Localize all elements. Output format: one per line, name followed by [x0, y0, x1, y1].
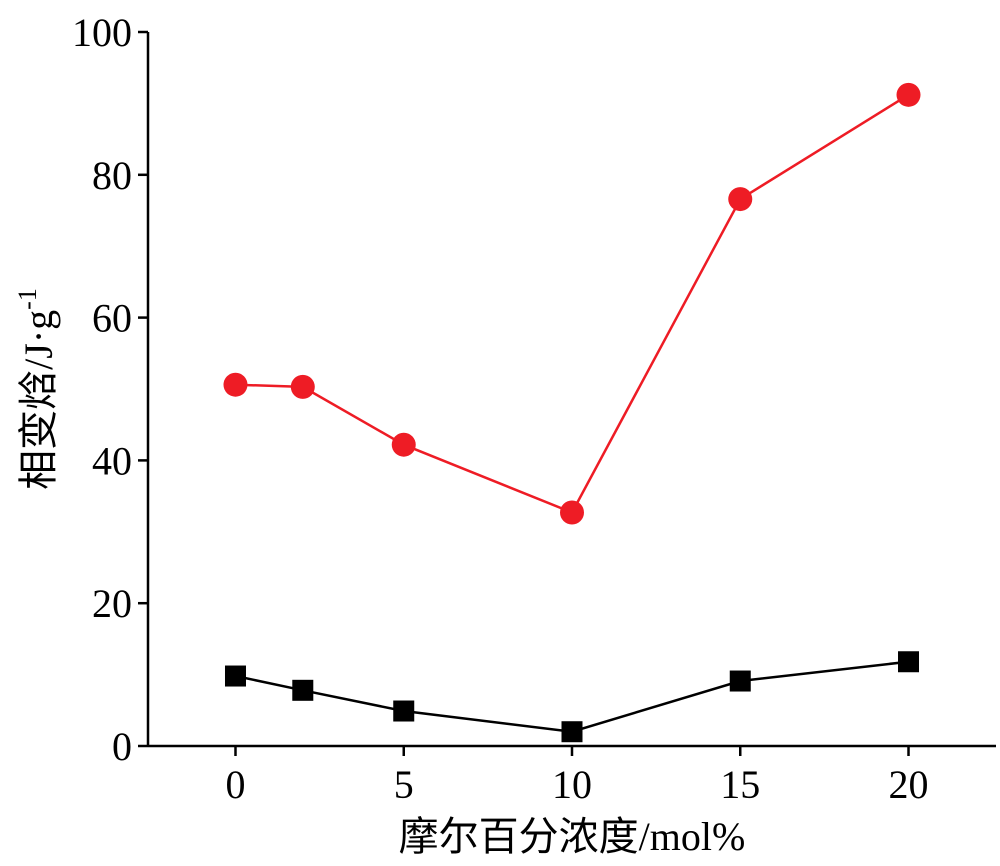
series-1-line — [235, 660, 909, 733]
y-axis-title-superscript: -1 — [13, 288, 42, 310]
series-0-point-5 — [896, 82, 921, 107]
series-1-point-4 — [729, 670, 751, 692]
y-tick-label-0: 0 — [112, 724, 132, 769]
x-tick-label-0: 0 — [225, 762, 245, 807]
series-0-line — [235, 93, 910, 515]
x-tick-label-4: 20 — [889, 762, 929, 807]
axes — [146, 32, 996, 748]
y-axis-title-main: 相变焓/J·g — [16, 310, 61, 490]
x-axis-title: 摩尔百分浓度/mol% — [399, 814, 746, 859]
series-0-point-1 — [290, 374, 315, 399]
y-axis-title: 相变焓/J·g-1 — [13, 288, 61, 490]
x-ticks: 0 5 10 15 20 — [225, 746, 929, 807]
series-1-point-0 — [224, 665, 246, 687]
series-1-point-2 — [393, 700, 415, 722]
x-tick-label-2: 10 — [552, 762, 592, 807]
y-tick-label-4: 80 — [92, 153, 132, 198]
y-tick-label-3: 60 — [92, 296, 132, 341]
series-1-point-1 — [292, 679, 314, 701]
y-ticks: 0 20 40 60 80 100 — [72, 10, 148, 769]
y-tick-label-5: 100 — [72, 10, 132, 55]
y-tick-label-1: 20 — [92, 581, 132, 626]
y-tick-label-2: 40 — [92, 438, 132, 483]
series-0-point-3 — [560, 500, 584, 525]
series-1-point-5 — [898, 651, 920, 673]
series-layer — [223, 82, 921, 743]
series-0-point-0 — [223, 372, 248, 397]
series-1-point-3 — [561, 721, 583, 743]
x-tick-label-3: 15 — [720, 762, 760, 807]
x-tick-label-1: 5 — [394, 762, 414, 807]
series-0-point-2 — [391, 432, 416, 457]
series-0-point-4 — [728, 187, 753, 212]
